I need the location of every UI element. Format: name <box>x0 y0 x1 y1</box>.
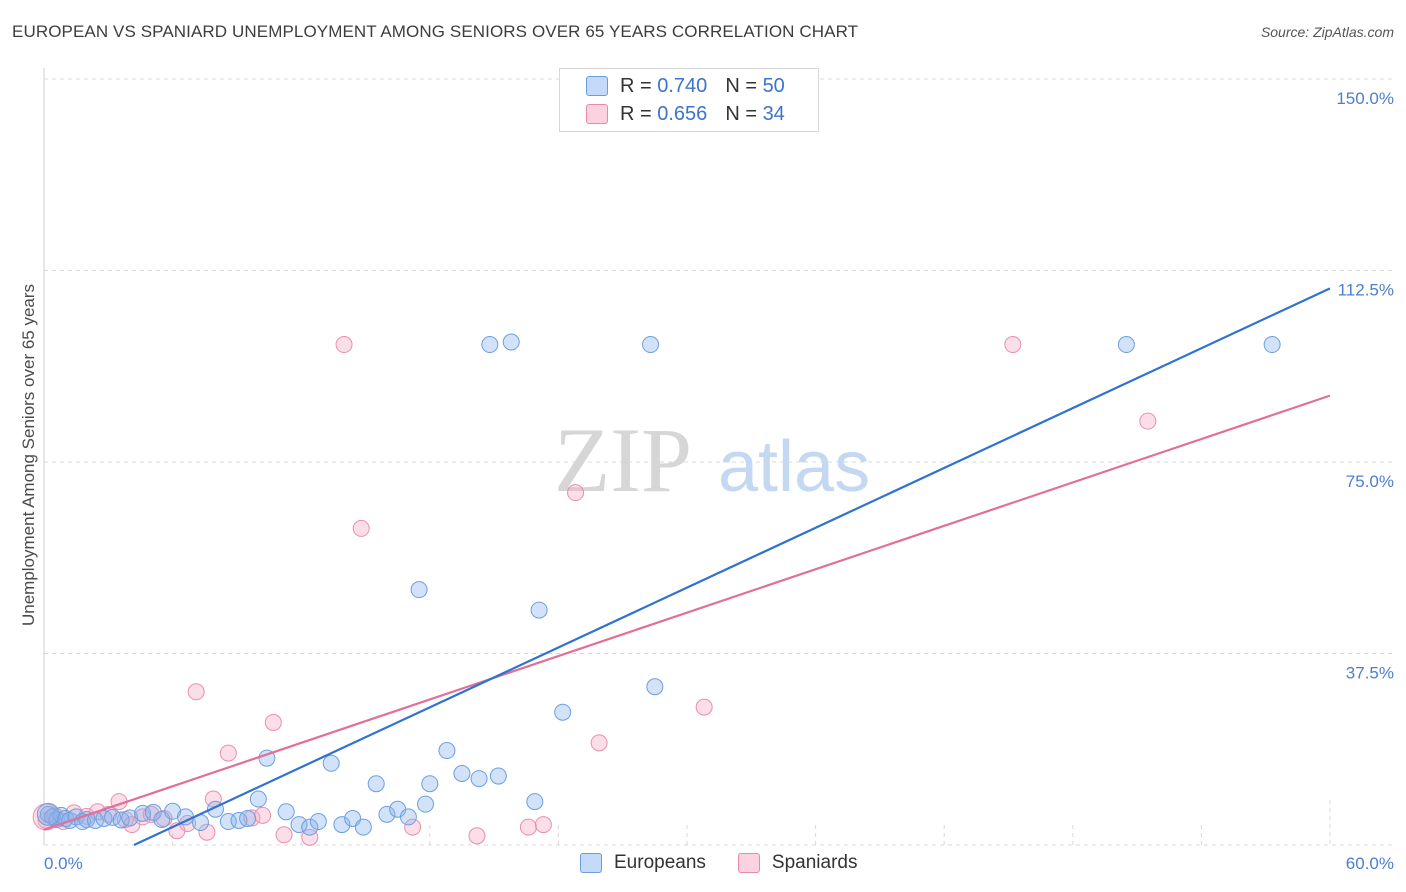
legend-r-value: 0.656 <box>657 102 708 125</box>
trend-lines <box>43 287 1331 846</box>
spaniards-trend-line <box>43 394 1331 831</box>
european-point <box>36 802 60 826</box>
y-axis-label: Unemployment Among Seniors over 65 years <box>19 284 38 626</box>
spaniard-point <box>695 698 713 716</box>
european-point <box>309 813 327 831</box>
spaniard-point <box>198 823 216 841</box>
spaniard-point <box>301 828 319 846</box>
european-point <box>642 336 660 354</box>
legend-n-label: N = <box>725 74 757 97</box>
spaniard-point <box>468 827 486 845</box>
european-point <box>354 818 372 836</box>
legend-n-value: 50 <box>762 74 785 97</box>
legend-r-value: 0.740 <box>657 74 708 97</box>
spaniard-point <box>404 818 422 836</box>
spaniard-point <box>264 713 282 731</box>
european-point <box>1263 336 1281 354</box>
european-point <box>164 802 182 820</box>
european-point <box>301 818 319 836</box>
europeans-trend-line <box>133 287 1331 846</box>
legend-r-label: R = <box>620 102 652 125</box>
european-point <box>249 790 267 808</box>
spaniard-point <box>519 818 537 836</box>
spaniard-point <box>1139 412 1157 430</box>
european-point <box>144 803 162 821</box>
series-legend: Europeans Spaniards <box>580 852 889 874</box>
european-point <box>322 754 340 772</box>
european-point <box>530 601 548 619</box>
spaniard-point <box>275 826 293 844</box>
legend-n-value: 34 <box>762 102 785 125</box>
european-point <box>399 808 417 826</box>
european-point <box>239 809 257 827</box>
spaniard-point <box>567 484 585 502</box>
spaniard-point <box>1004 336 1022 354</box>
watermark-zip: ZIP <box>554 409 692 511</box>
europeans-points <box>36 333 1281 836</box>
spaniard-point <box>534 816 552 834</box>
legend-spaniards-label: Spaniards <box>771 852 858 873</box>
x-tick-label: 60.0% <box>1346 854 1394 873</box>
source-label: Source: ZipAtlas.com <box>1260 24 1394 40</box>
spaniard-point <box>254 806 272 824</box>
european-point <box>56 809 74 827</box>
spaniard-point <box>187 683 205 701</box>
european-point <box>333 816 351 834</box>
y-tick-label: 112.5% <box>1338 281 1394 300</box>
spaniard-point <box>590 734 608 752</box>
watermark-atlas: atlas <box>718 427 870 507</box>
y-tick-label: 150.0% <box>1336 89 1394 108</box>
spaniard-point <box>142 805 160 823</box>
european-point <box>502 333 520 351</box>
legend-row-spaniards: R = 0.656 N = 34 <box>586 101 785 127</box>
european-point <box>421 775 439 793</box>
legend-n-label: N = <box>725 102 757 125</box>
correlation-legend: R = 0.740 N = 50 R = 0.656 N = 34 <box>559 68 819 132</box>
spaniards-swatch <box>737 853 760 873</box>
european-point <box>290 816 308 834</box>
spaniards-swatch <box>586 104 608 124</box>
spaniard-point <box>335 336 353 354</box>
european-point <box>277 803 295 821</box>
spaniard-point <box>219 744 237 762</box>
y-tick-label: 75.0% <box>1346 472 1394 491</box>
european-point <box>367 775 385 793</box>
legend-item-europeans: Europeans <box>580 852 706 874</box>
legend-europeans-label: Europeans <box>614 852 706 873</box>
tick-labels: 37.5% 75.0% 112.5% 150.0% 0.0% 60.0% <box>44 89 1394 873</box>
y-tick-label: 37.5% <box>1346 664 1394 683</box>
european-point <box>489 767 507 785</box>
chart-title: EUROPEAN VS SPANIARD UNEMPLOYMENT AMONG … <box>12 22 859 41</box>
european-point <box>410 581 428 599</box>
europeans-swatch <box>586 76 608 96</box>
spaniard-point <box>352 519 370 537</box>
european-point <box>438 742 456 760</box>
european-point <box>121 809 139 827</box>
european-point <box>1117 336 1135 354</box>
european-point <box>481 336 499 354</box>
european-point <box>554 703 572 721</box>
european-point <box>526 793 544 811</box>
legend-r-label: R = <box>620 74 652 97</box>
european-point <box>378 805 396 823</box>
european-point <box>470 770 488 788</box>
spaniard-point <box>243 809 261 827</box>
legend-row-europeans: R = 0.740 N = 50 <box>586 73 785 99</box>
european-point <box>417 795 435 813</box>
european-point <box>453 765 471 783</box>
europeans-swatch <box>580 853 602 873</box>
x-tick-label: 0.0% <box>44 854 83 873</box>
legend-item-spaniards: Spaniards <box>737 852 858 874</box>
european-point <box>646 678 664 696</box>
